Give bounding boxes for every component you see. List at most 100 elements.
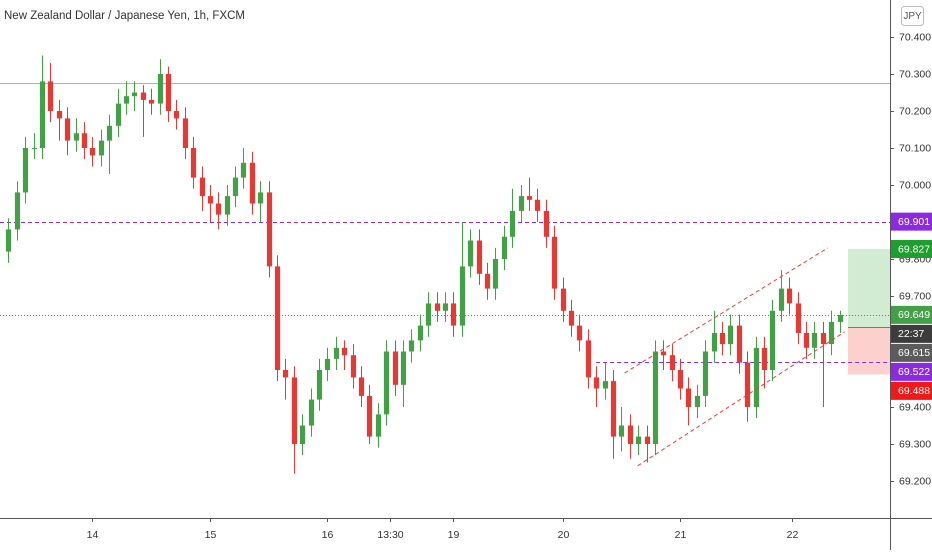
candle-body <box>358 377 365 396</box>
candle-body <box>769 310 776 370</box>
candle-body <box>400 351 407 385</box>
candle-body <box>753 347 760 407</box>
y-tick-label: 70.100 <box>899 142 931 154</box>
channel-line <box>637 331 845 467</box>
candle-body <box>476 240 483 274</box>
candle-body <box>73 133 80 141</box>
candle-body <box>492 259 499 289</box>
candle-body <box>157 74 164 104</box>
candle-body <box>652 351 659 444</box>
candle-body <box>719 333 726 345</box>
candle-body <box>459 266 466 326</box>
x-tick-label: 19 <box>448 529 460 541</box>
candle-body <box>736 325 743 363</box>
candle-body <box>568 310 575 326</box>
candle-body <box>744 362 751 407</box>
candle-body <box>291 377 298 444</box>
candle-body <box>509 210 516 237</box>
x-tick-label: 21 <box>675 529 687 541</box>
price-badge <box>891 212 932 231</box>
x-tick-label: 14 <box>87 529 99 541</box>
candle-body <box>434 303 441 311</box>
countdown-label: 22:37 <box>898 328 924 340</box>
x-tick-label: 22 <box>787 529 799 541</box>
currency-button[interactable] <box>901 6 924 26</box>
candle-body <box>685 388 692 407</box>
y-tick-label: 69.700 <box>899 290 931 302</box>
candle-body <box>350 355 357 378</box>
candle-body <box>47 81 54 111</box>
candle-body <box>392 351 399 385</box>
candle-body <box>593 377 600 389</box>
candle-body <box>274 266 281 370</box>
candle-body <box>543 210 550 237</box>
candle-body <box>31 148 38 149</box>
candle-body <box>232 177 239 197</box>
candle-body <box>324 358 331 370</box>
candle-body <box>249 162 256 204</box>
candle-body <box>224 196 231 215</box>
price-badge <box>891 362 932 381</box>
price-badge-label: 69.649 <box>898 309 930 321</box>
candle-body <box>602 381 609 389</box>
candle-body <box>618 425 625 437</box>
candle-body <box>282 370 289 378</box>
candle-body <box>501 236 508 259</box>
candle-body <box>778 288 785 311</box>
candle-body <box>22 148 29 193</box>
candle-body <box>64 118 71 141</box>
candle-body <box>383 351 390 415</box>
candle-body <box>702 351 709 396</box>
candle-body <box>425 303 432 326</box>
x-tick-label: 13:30 <box>377 529 403 541</box>
candle-body <box>526 196 533 200</box>
candle-body <box>677 370 684 389</box>
y-tick-label: 70.000 <box>899 179 931 191</box>
countdown-badge <box>891 324 932 343</box>
price-badge-label: 69.827 <box>898 243 930 255</box>
price-badge-label: 69.488 <box>898 385 930 397</box>
candle-body <box>727 325 734 345</box>
candle-body <box>610 381 617 437</box>
candle-body <box>81 133 88 148</box>
candle-body <box>635 436 642 444</box>
channel-line <box>624 247 829 374</box>
candle-body <box>442 303 449 311</box>
price-badge <box>891 305 932 324</box>
candle-body <box>182 118 189 148</box>
candle-body <box>828 321 835 345</box>
candle-body <box>148 99 155 104</box>
x-tick-label: 20 <box>558 529 570 541</box>
chart-title: New Zealand Dollar / Japanese Yen, 1h, F… <box>4 10 245 22</box>
candle-body <box>627 425 634 444</box>
candle-body <box>534 199 541 211</box>
candle-body <box>660 351 667 356</box>
y-tick-label: 70.400 <box>899 31 931 43</box>
candle-body <box>560 288 567 311</box>
candle-body <box>106 125 113 141</box>
position-loss-zone <box>848 327 890 375</box>
position-profit-zone <box>848 249 890 328</box>
price-badge-label: 69.901 <box>898 216 930 228</box>
x-tick-label: 16 <box>322 529 334 541</box>
candle-body <box>5 229 12 252</box>
candle-body <box>98 140 105 156</box>
candle-body <box>240 162 247 178</box>
candle-body <box>450 303 457 326</box>
candle-body <box>199 177 206 197</box>
candle-body <box>484 273 491 289</box>
candle-body <box>417 325 424 341</box>
candle-body <box>518 196 525 211</box>
currency-button-label[interactable]: JPY <box>903 11 922 22</box>
candle-body <box>39 81 46 148</box>
candle-body <box>820 333 827 345</box>
price-badge <box>891 240 932 259</box>
candle-body <box>56 111 63 119</box>
y-tick-label: 70.200 <box>899 105 931 117</box>
candle-body <box>408 340 415 352</box>
candle-body <box>266 192 273 267</box>
candle-body <box>316 370 323 400</box>
candle-body <box>257 192 264 204</box>
